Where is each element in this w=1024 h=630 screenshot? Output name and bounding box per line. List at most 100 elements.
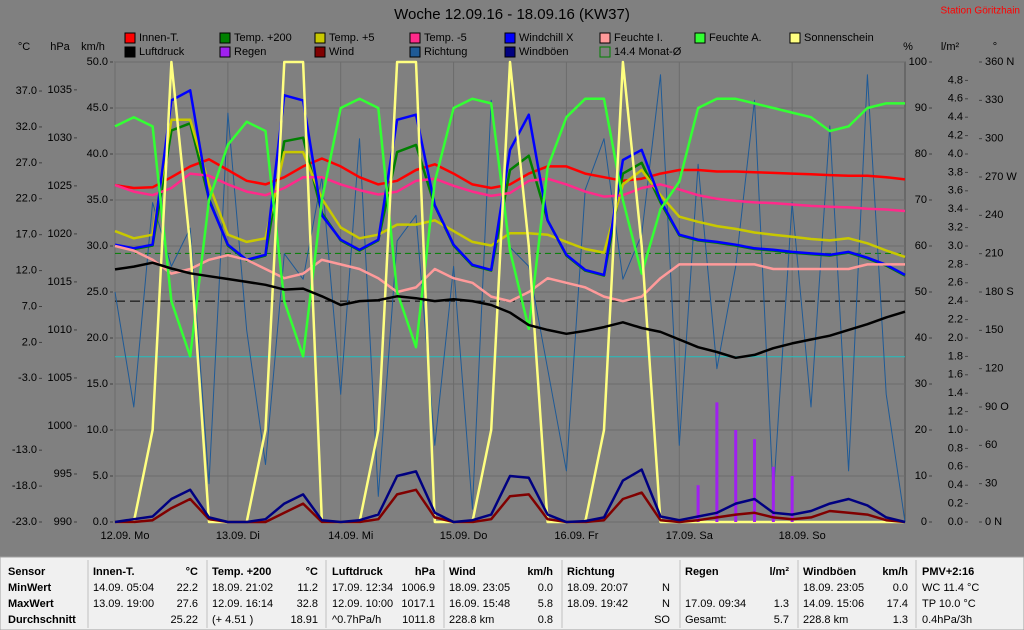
y-tick-label: -23.0 — [12, 516, 37, 528]
column-title: Luftdruck — [332, 566, 384, 578]
y-tick-label: 35.0 — [87, 194, 108, 206]
extra-value: TP 10.0 °C — [922, 598, 976, 610]
column-unit: °C — [186, 566, 198, 578]
cell-text: ^0.7hPa/h — [332, 614, 381, 626]
y-tick-label: 20.0 — [87, 332, 108, 344]
legend-label: Temp. -5 — [424, 32, 467, 44]
series-line — [114, 244, 905, 303]
axis-unit: °C — [18, 41, 30, 53]
column-unit: °C — [306, 566, 318, 578]
y-tick-label: 2.6 — [948, 277, 963, 289]
y-tick-label: 100 — [909, 56, 927, 68]
legend-label: Temp. +5 — [329, 32, 375, 44]
extra-title: PMV+2:16 — [922, 566, 974, 578]
y-tick-label: 0.0 — [93, 516, 108, 528]
legend-swatch — [599, 32, 611, 44]
y-tick-label: 27.0 — [16, 157, 37, 169]
cell-text: 17.09. 09:34 — [685, 598, 746, 610]
legend-label: 14.4 Monat-Ø — [614, 46, 682, 58]
y-tick-label: 2.8 — [948, 258, 963, 270]
legend-label: Richtung — [424, 46, 467, 58]
y-tick-label: 12.0 — [16, 265, 37, 277]
x-tick-label: 15.09. Do — [440, 530, 488, 542]
x-tick-label: 17.09. Sa — [666, 530, 714, 542]
rain-bar — [771, 466, 775, 522]
y-tick-label: 45.0 — [87, 102, 108, 114]
y-tick-label: 1.4 — [948, 387, 963, 399]
row-label: Durchschnitt — [8, 614, 76, 626]
y-tick-label: 2.0 — [948, 332, 963, 344]
legend-swatch — [789, 32, 801, 44]
cell-value: SO — [654, 614, 670, 626]
y-tick-label: 4.6 — [948, 93, 963, 105]
legend-swatch — [504, 46, 516, 58]
y-tick-label: 0.8 — [948, 442, 963, 454]
column-unit: km/h — [882, 566, 908, 578]
row-label: MinWert — [8, 582, 52, 594]
y-tick-label: 10.0 — [87, 424, 108, 436]
cell-text: 13.09. 19:00 — [93, 598, 154, 610]
y-tick-label: 90 O — [985, 401, 1009, 413]
y-tick-label: 2.2 — [948, 314, 963, 326]
y-tick-label: -13.0 — [12, 444, 37, 456]
column-unit: km/h — [527, 566, 553, 578]
y-tick-label: 4.2 — [948, 130, 963, 142]
y-tick-label: 20 — [915, 424, 927, 436]
y-tick-label: 5.0 — [93, 470, 108, 482]
cell-text: 18.09. 20:07 — [567, 582, 628, 594]
y-tick-label: 2.4 — [948, 295, 963, 307]
column-unit: l/m² — [769, 566, 789, 578]
series-line — [114, 261, 906, 360]
cell-value: N — [662, 598, 670, 610]
axis-unit: % — [903, 41, 913, 53]
legend-label: Luftdruck — [139, 46, 185, 58]
cell-value: 0.0 — [538, 582, 553, 594]
series-line — [114, 468, 906, 524]
legend-label: Wind — [329, 46, 354, 58]
y-tick-label: 3.6 — [948, 185, 963, 197]
legend-label: Regen — [234, 46, 266, 58]
column-title: Windböen — [803, 566, 856, 578]
cell-text: 18.09. 21:02 — [212, 582, 273, 594]
y-tick-label: 70 — [915, 194, 927, 206]
y-tick-label: 10 — [915, 470, 927, 482]
cell-text: 18.09. 23:05 — [449, 582, 510, 594]
y-tick-label: 1025 — [48, 180, 72, 192]
cell-value: 1.3 — [893, 614, 908, 626]
y-tick-label: 60 — [985, 439, 997, 451]
cell-value: 0.8 — [538, 614, 553, 626]
y-tick-label: 40.0 — [87, 148, 108, 160]
y-tick-label: 240 — [985, 209, 1003, 221]
y-tick-label: 25.0 — [87, 286, 108, 298]
y-tick-label: 1035 — [48, 84, 72, 96]
legend-swatch — [314, 32, 326, 44]
x-tick-label: 12.09. Mo — [101, 530, 150, 542]
cell-value: 17.4 — [887, 598, 908, 610]
rain-bar — [715, 402, 719, 522]
y-tick-label: 990 — [54, 516, 72, 528]
cell-value: 5.8 — [538, 598, 553, 610]
y-tick-label: 50.0 — [87, 56, 108, 68]
y-tick-label: 1030 — [48, 132, 72, 144]
y-tick-label: 995 — [54, 468, 72, 480]
legend-label: Feuchte A. — [709, 32, 762, 44]
x-tick-label: 18.09. So — [779, 530, 826, 542]
y-tick-label: 0.2 — [948, 498, 963, 510]
cell-text: 14.09. 05:04 — [93, 582, 154, 594]
extra-value: WC 11.4 °C — [922, 582, 979, 594]
cell-value: 22.2 — [177, 582, 198, 594]
y-tick-label: 32.0 — [16, 121, 37, 133]
y-tick-label: 90 — [915, 102, 927, 114]
column-title: Richtung — [567, 566, 615, 578]
legend-label: Temp. +200 — [234, 32, 292, 44]
y-tick-label: -18.0 — [12, 480, 37, 492]
y-tick-label: 1005 — [48, 372, 72, 384]
rain-bar — [734, 430, 738, 522]
y-tick-label: -3.0 — [18, 372, 37, 384]
y-tick-label: 30.0 — [87, 240, 108, 252]
legend-label: Windböen — [519, 46, 569, 58]
cell-value: 1006.9 — [401, 582, 435, 594]
column-title: Wind — [449, 566, 476, 578]
cell-text: 17.09. 12:34 — [332, 582, 393, 594]
summary-table — [0, 556, 1024, 630]
